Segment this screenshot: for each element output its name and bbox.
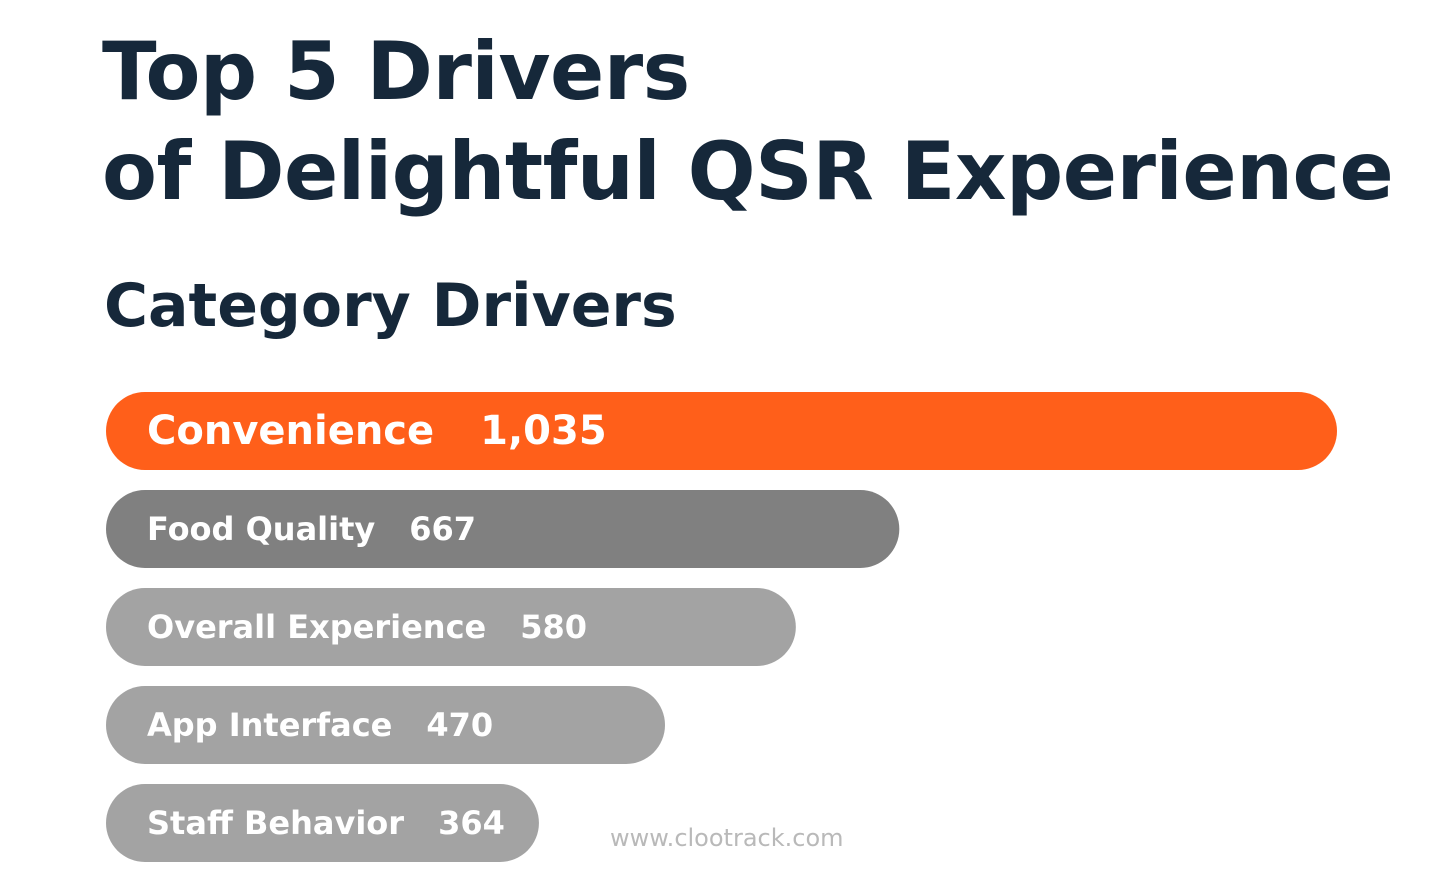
bar-category-label: Convenience [147, 408, 434, 454]
bar-group: Convenience 1,035 [106, 392, 1337, 470]
chart-subtitle: Category Drivers [104, 271, 677, 341]
bar-category-label: App Interface [147, 706, 392, 744]
bar [106, 784, 539, 862]
bar-value-label: 1,035 [480, 408, 607, 454]
bar-group: Overall Experience 580 [106, 588, 796, 666]
chart-title-line-2: of Delightful QSR Experience [102, 125, 1394, 218]
watermark: www.clootrack.com [610, 824, 844, 852]
bar-value-label: 364 [438, 804, 505, 842]
bar-category-label: Overall Experience [147, 608, 486, 646]
bar-group: App Interface 470 [106, 686, 666, 764]
bar-category-label: Food Quality [147, 510, 375, 548]
bar-category-label: Staff Behavior [147, 804, 404, 842]
bar-value-label: 667 [409, 510, 476, 548]
bar [106, 490, 900, 568]
chart-title-line-1: Top 5 Drivers [102, 25, 690, 118]
chart-title: Top 5 Drivers of Delightful QSR Experien… [102, 22, 1394, 222]
bar [106, 392, 1337, 470]
bar-group: Food Quality 667 [106, 490, 900, 568]
bar-value-label: 470 [426, 706, 493, 744]
bar [106, 686, 666, 764]
bar-value-label: 580 [520, 608, 587, 646]
bar [106, 588, 796, 666]
bar-group: Staff Behavior 364 [106, 784, 539, 862]
